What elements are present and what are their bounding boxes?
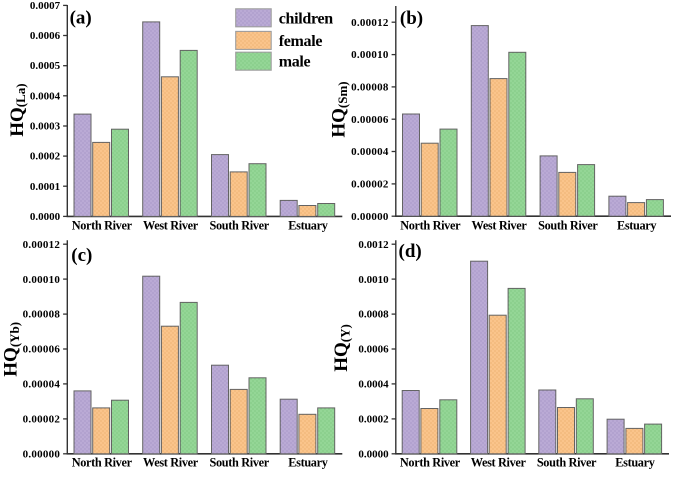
svg-text:0.00004: 0.00004 xyxy=(351,146,389,158)
svg-text:South River: South River xyxy=(210,219,270,233)
svg-text:North River: North River xyxy=(72,456,133,470)
svg-text:0.0008: 0.0008 xyxy=(358,309,389,321)
svg-text:Estuary: Estuary xyxy=(615,456,655,470)
svg-text:0.00008: 0.00008 xyxy=(23,309,61,321)
svg-text:0.0002: 0.0002 xyxy=(358,414,389,426)
svg-text:0.0004: 0.0004 xyxy=(30,90,61,102)
svg-text:children: children xyxy=(279,10,334,27)
svg-text:0.0001: 0.0001 xyxy=(30,181,60,193)
svg-text:0.00000: 0.00000 xyxy=(351,211,389,223)
svg-text:West River: West River xyxy=(143,219,199,233)
svg-text:(d): (d) xyxy=(399,241,422,262)
svg-text:(a): (a) xyxy=(70,7,92,28)
svg-text:0.00006: 0.00006 xyxy=(23,344,61,356)
svg-text:Estuary: Estuary xyxy=(288,456,328,470)
svg-text:North River: North River xyxy=(400,219,461,233)
svg-text:HQ(Yb): HQ(Yb) xyxy=(1,322,22,377)
svg-text:0.00012: 0.00012 xyxy=(351,17,389,29)
svg-text:male: male xyxy=(279,54,311,71)
svg-text:0.0002: 0.0002 xyxy=(30,151,61,163)
svg-text:(b): (b) xyxy=(400,8,423,29)
svg-text:Estuary: Estuary xyxy=(617,219,657,233)
svg-text:0.00006: 0.00006 xyxy=(351,114,389,126)
svg-text:West River: West River xyxy=(143,456,199,470)
svg-text:0.0005: 0.0005 xyxy=(30,60,61,72)
svg-text:(c): (c) xyxy=(71,245,92,266)
svg-text:0.00012: 0.00012 xyxy=(23,239,61,251)
svg-text:North River: North River xyxy=(72,219,133,233)
svg-text:0.0012: 0.0012 xyxy=(358,239,389,251)
svg-text:0.0003: 0.0003 xyxy=(30,121,61,133)
svg-text:Estuary: Estuary xyxy=(288,219,328,233)
svg-text:0.0007: 0.0007 xyxy=(30,0,61,12)
svg-text:South River: South River xyxy=(538,219,598,233)
svg-text:South River: South River xyxy=(537,456,597,470)
svg-text:0.0006: 0.0006 xyxy=(358,344,389,356)
svg-text:female: female xyxy=(279,33,323,50)
svg-text:0.00002: 0.00002 xyxy=(23,414,61,426)
svg-text:West River: West River xyxy=(471,456,527,470)
svg-text:0.0006: 0.0006 xyxy=(30,30,61,42)
svg-text:0.00002: 0.00002 xyxy=(351,179,389,191)
svg-text:0.0010: 0.0010 xyxy=(358,274,389,286)
svg-text:0.00008: 0.00008 xyxy=(351,82,389,94)
svg-text:0.00004: 0.00004 xyxy=(23,379,61,391)
svg-text:0.00010: 0.00010 xyxy=(351,49,389,61)
svg-text:0.0004: 0.0004 xyxy=(358,379,389,391)
svg-text:North River: North River xyxy=(400,456,461,470)
svg-text:South River: South River xyxy=(210,456,270,470)
svg-text:West River: West River xyxy=(472,219,528,233)
svg-text:0.00010: 0.00010 xyxy=(23,274,61,286)
svg-text:0.0000: 0.0000 xyxy=(358,448,389,460)
svg-text:0.0000: 0.0000 xyxy=(30,211,61,223)
svg-text:0.00000: 0.00000 xyxy=(23,448,61,460)
